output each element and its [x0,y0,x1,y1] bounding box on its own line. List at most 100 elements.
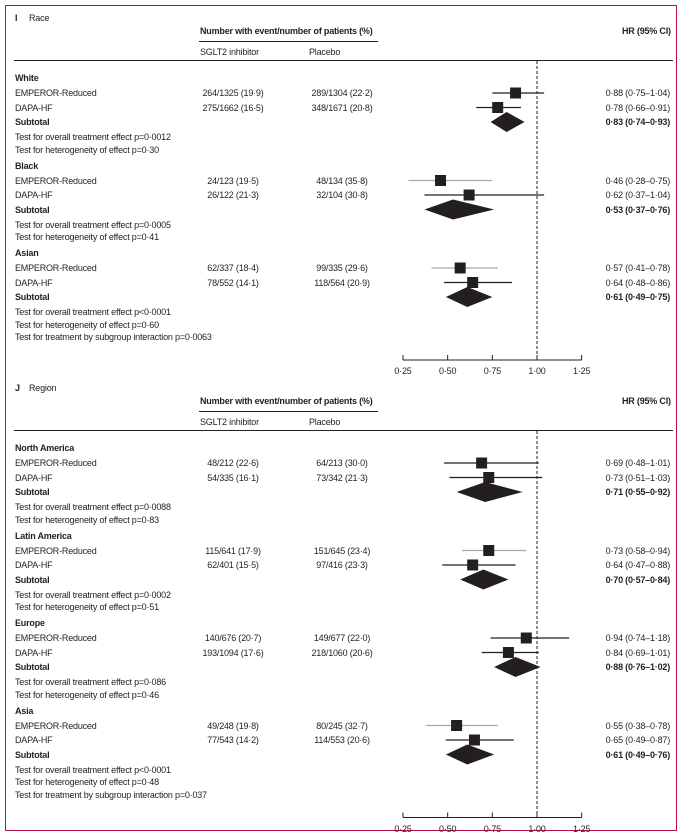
x-tick-label: 1·25 [573,366,591,376]
test-statistic: Test for heterogeneity of effect p=0·48 [15,777,159,787]
study-label: DAPA-HF [15,277,53,288]
study-label: DAPA-HF [15,102,53,113]
column-header-events: Number with event/number of patients (%) [200,396,373,406]
subtotal-label: Subtotal [15,487,50,497]
header-underline [199,411,378,412]
test-statistic: Test for heterogeneity of effect p=0·60 [15,319,159,330]
hr-ci-text: 0·64 (0·48–0·86) [605,277,671,288]
placebo-events: 32/104 (30·8) [316,190,368,200]
group-label: Asia [15,705,34,716]
treatment-events: 24/123 (19·5) [207,175,259,186]
treatment-events: 264/1325 (19·9) [202,88,264,98]
hr-ci-text: 0·73 (0·58–0·94) [605,545,671,556]
placebo-events: 97/416 (23·3) [316,560,368,570]
subtotal-label: Subtotal [15,117,50,127]
figure-frame [5,5,677,831]
x-tick-label: 0·25 [394,366,412,376]
hr-ci-text: 0·73 (0·51–1·03) [605,472,671,483]
hr-point-marker [451,720,463,731]
test-statistic: Test for heterogeneity of effect p=0·83 [15,514,159,525]
study-label: DAPA-HF [15,647,53,658]
hr-point-marker [476,457,488,469]
hr-point-marker [492,102,504,113]
placebo-events: 64/213 (30·0) [316,458,368,468]
treatment-events: 78/552 (14·1) [207,277,259,288]
subtotal-diamond [445,744,495,765]
subtotal-diamond [456,482,523,502]
test-statistic: Test for treatment by subgroup interacti… [15,332,212,342]
treatment-events: 26/122 (21·3) [207,190,259,200]
study-label: DAPA-HF [15,735,53,745]
x-tick-label: 0·50 [439,823,457,834]
subtotal-label: Subtotal [15,292,50,302]
placebo-events: 348/1671 (20·8) [311,102,373,113]
subtotal-hr-ci-text: 0·61 (0·49–0·75) [605,292,671,302]
panel-letter: J [15,383,20,393]
x-tick-label: 0·25 [394,823,412,834]
header-rule [14,430,673,431]
hr-point-marker [467,277,479,288]
treatment-events: 193/1094 (17·6) [202,647,264,658]
subtotal-diamond [490,112,525,132]
header-underline [199,41,378,42]
column-header-treatment: SGLT2 inhibitor [200,417,259,427]
subtotal-hr-ci-text: 0·53 (0·37–0·76) [605,204,671,215]
test-statistic: Test for overall treatment effect p<0·00… [15,307,171,317]
test-statistic: Test for overall treatment effect p=0·00… [15,219,171,230]
placebo-events: 48/134 (35·8) [316,175,368,186]
subtotal-diamond [460,569,509,590]
hr-ci-text: 0·88 (0·75–1·04) [605,88,671,98]
column-header-placebo: Placebo [309,47,341,57]
hr-point-marker [454,262,466,274]
test-statistic: Test for overall treatment effect p=0·00… [15,502,171,512]
placebo-events: 289/1304 (22·2) [311,88,373,98]
panel-title: Race [29,13,50,23]
subtotal-hr-ci-text: 0·83 (0·74–0·93) [605,117,671,127]
hr-ci-text: 0·84 (0·69–1·01) [605,647,671,658]
x-tick-label: 1·00 [528,823,546,834]
hr-ci-text: 0·94 (0·74–1·18) [605,633,671,643]
study-label: DAPA-HF [15,190,53,200]
subtotal-diamond [445,287,493,307]
group-label: Black [15,160,39,171]
group-label: Latin America [15,530,72,541]
x-tick-label: 1·25 [573,823,591,834]
treatment-events: 140/676 (20·7) [204,633,262,643]
hr-ci-text: 0·55 (0·38–0·78) [605,720,671,731]
test-statistic: Test for overall treatment effect p=0·00… [15,589,171,600]
treatment-events: 115/641 (17·9) [205,545,261,556]
hr-ci-text: 0·46 (0·28–0·75) [605,175,671,186]
subtotal-label: Subtotal [15,204,50,215]
subtotal-diamond [494,657,541,677]
placebo-events: 99/335 (29·6) [316,263,368,273]
column-header-hr: HR (95% CI) [622,26,671,36]
treatment-events: 62/337 (18·4) [207,263,259,273]
study-label: EMPEROR-Reduced [15,175,97,186]
hr-point-marker [483,472,495,483]
treatment-events: 48/212 (22·6) [207,458,259,468]
treatment-events: 77/543 (14·2) [207,735,259,745]
hr-point-marker [483,545,495,556]
placebo-events: 151/645 (23·4) [313,545,371,556]
header-rule [14,60,673,61]
x-tick-label: 0·75 [483,823,501,834]
test-statistic: Test for heterogeneity of effect p=0·46 [15,689,159,700]
treatment-events: 275/1662 (16·5) [202,102,264,113]
hr-ci-text: 0·69 (0·48–1·01) [605,458,671,468]
placebo-events: 118/564 (20·9) [314,277,370,288]
column-header-placebo: Placebo [309,417,341,427]
x-tick-label: 0·75 [483,366,501,376]
study-label: EMPEROR-Reduced [15,88,97,98]
subtotal-hr-ci-text: 0·70 (0·57–0·84) [605,574,671,585]
group-label: North America [15,443,75,453]
test-statistic: Test for overall treatment effect p=0·00… [15,132,171,142]
subtotal-label: Subtotal [15,749,50,760]
test-statistic: Test for heterogeneity of effect p=0·30 [15,144,159,155]
panel-title: Region [29,383,57,393]
subtotal-hr-ci-text: 0·88 (0·76–1·02) [605,662,671,672]
treatment-events: 54/335 (16·1) [207,472,259,483]
study-label: EMPEROR-Reduced [15,545,97,556]
study-label: EMPEROR-Reduced [15,263,97,273]
group-label: Asian [15,248,39,258]
x-tick-label: 0·50 [439,366,457,376]
